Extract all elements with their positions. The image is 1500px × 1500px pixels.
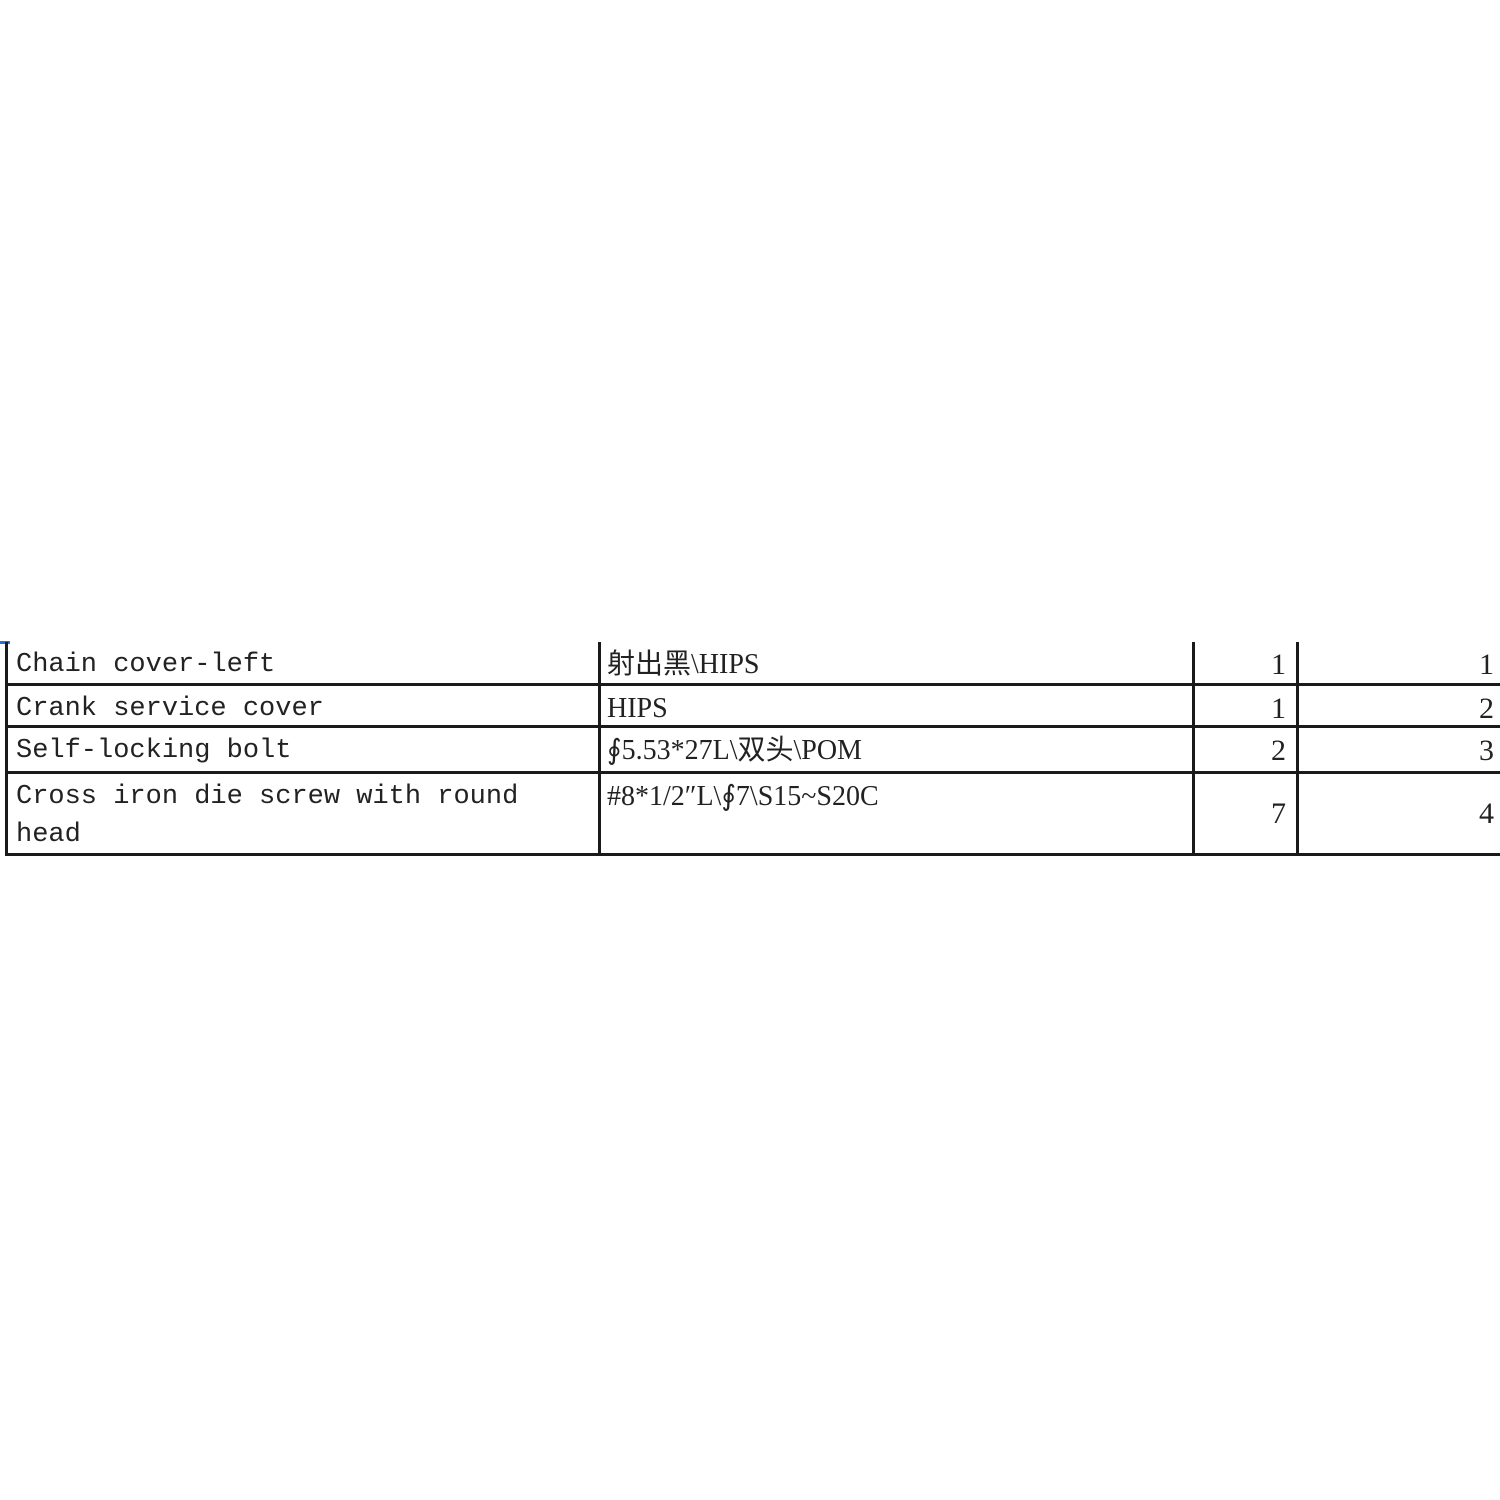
table-row: Cross iron die screw with round head #8*… [5, 774, 1500, 856]
table-row: Chain cover-left 射出黑\HIPS 1 1 [5, 642, 1500, 686]
part-qty: 2 [1195, 728, 1299, 771]
part-name: Self-locking bolt [5, 728, 601, 771]
parts-table: Chain cover-left 射出黑\HIPS 1 1 Crank serv… [5, 642, 1500, 856]
part-name: Cross iron die screw with round head [5, 774, 601, 853]
table-row: Crank service cover HIPS 1 2 [5, 686, 1500, 728]
part-qty: 1 [1195, 642, 1299, 683]
part-material: 射出黑\HIPS [601, 642, 1195, 683]
part-material: #8*1/2″L\∮7\S15~S20C [601, 774, 1195, 853]
part-no: 4 [1479, 796, 1494, 830]
part-material: HIPS [601, 686, 1195, 725]
part-name: Chain cover-left [5, 642, 601, 683]
table-row: Self-locking bolt ∮5.53*27L\双头\POM 2 3 [5, 728, 1500, 774]
part-no: 3 [1479, 734, 1494, 767]
part-qty: 1 [1195, 686, 1299, 725]
part-no: 2 [1479, 692, 1494, 725]
part-name: Crank service cover [5, 686, 601, 725]
part-qty: 7 [1195, 774, 1299, 853]
part-material: ∮5.53*27L\双头\POM [601, 728, 1195, 771]
part-no: 1 [1479, 648, 1494, 681]
